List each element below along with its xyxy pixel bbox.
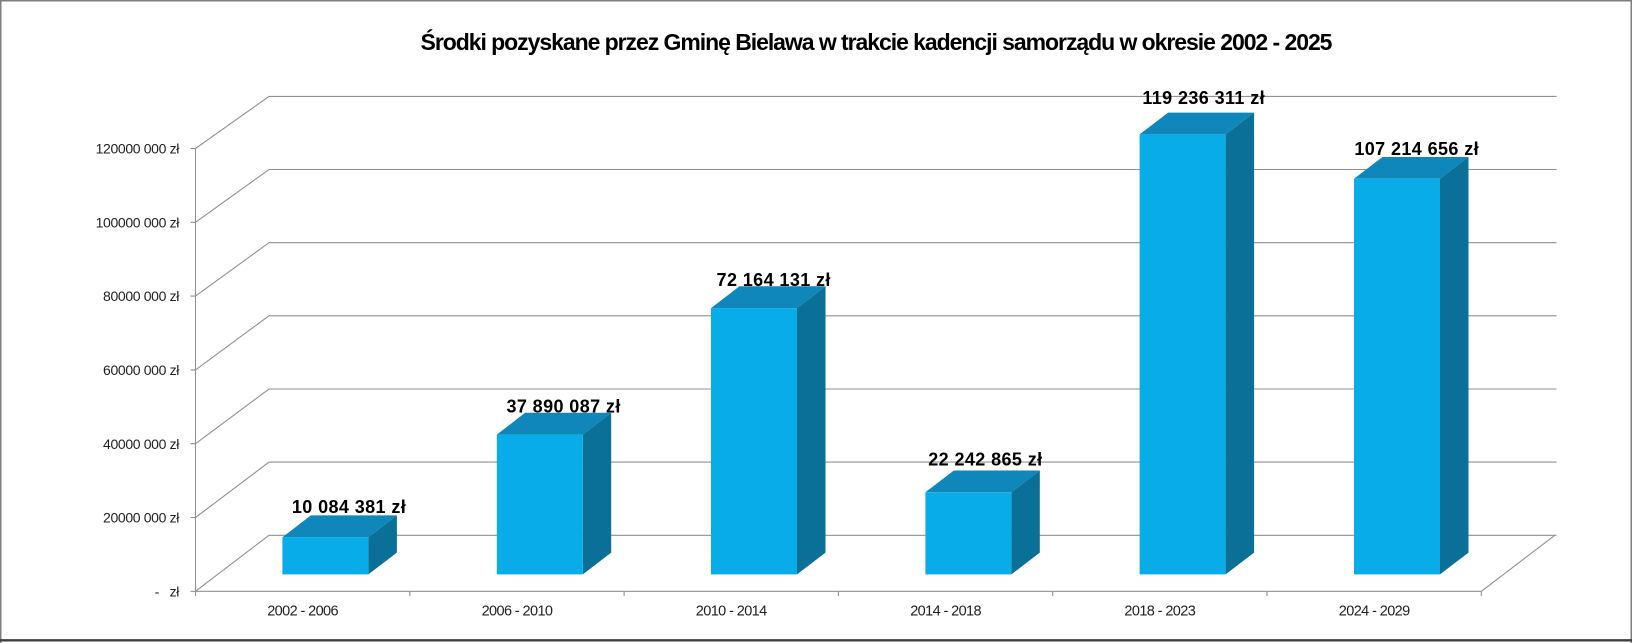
svg-text:2010 - 2014: 2010 - 2014 [696,604,767,620]
svg-text:2006 - 2010: 2006 - 2010 [482,604,553,620]
svg-text:80000 000 zł: 80000 000 zł [103,288,180,304]
svg-text:107 214 656 zł: 107 214 656 zł [1354,139,1479,159]
svg-text:2024 - 2029: 2024 - 2029 [1339,604,1410,620]
svg-text:10 084 381 zł: 10 084 381 zł [292,497,406,517]
svg-text:2002 - 2006: 2002 - 2006 [267,604,338,620]
svg-text:37 890 087 zł: 37 890 087 zł [506,397,620,417]
svg-text:20000 000 zł: 20000 000 zł [103,510,180,526]
svg-text:100000 000 zł: 100000 000 zł [96,214,181,230]
svg-text:40000 000 zł: 40000 000 zł [103,436,180,452]
svg-text:- zł: - zł [155,583,181,599]
svg-text:22 242 865 zł: 22 242 865 zł [928,450,1042,470]
svg-text:120000 000 zł: 120000 000 zł [96,141,181,157]
svg-text:2014 - 2018: 2014 - 2018 [910,604,981,620]
svg-text:72 164 131 zł: 72 164 131 zł [717,270,831,290]
svg-text:119 236 311 zł: 119 236 311 zł [1142,88,1265,108]
svg-text:2018 - 2023: 2018 - 2023 [1124,604,1195,620]
svg-text:60000 000 zł: 60000 000 zł [103,362,180,378]
svg-text:Środki pozyskane przez Gminę B: Środki pozyskane przez Gminę Bielawa w t… [421,28,1333,55]
